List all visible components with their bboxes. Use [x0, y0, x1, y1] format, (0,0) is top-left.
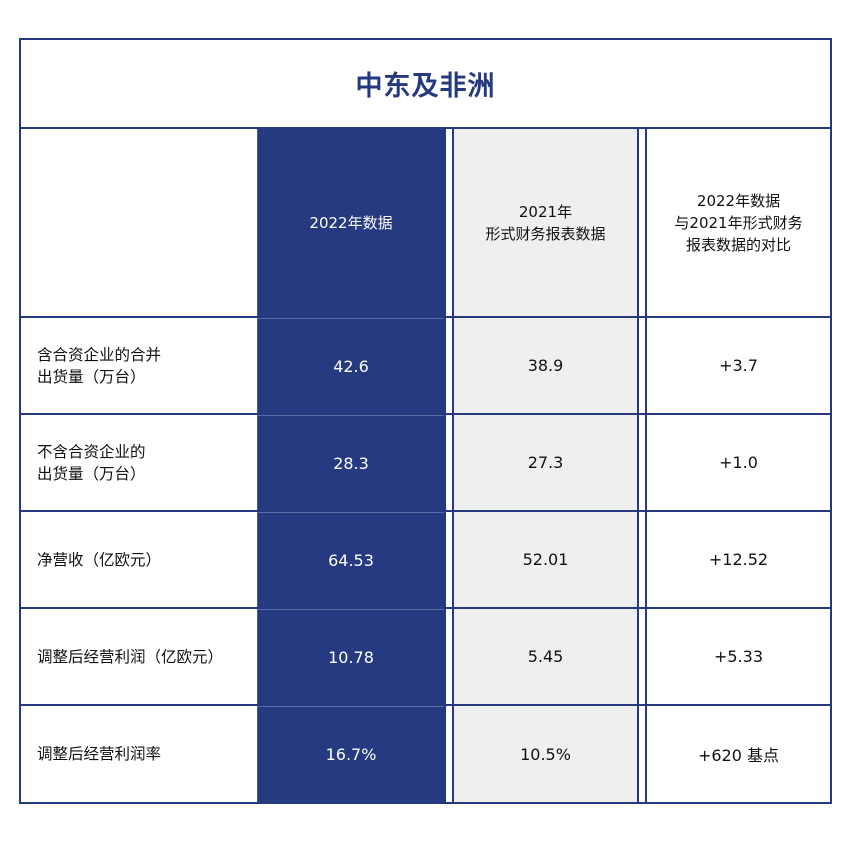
- value-2021: 38.9: [454, 318, 637, 413]
- table-title: 中东及非洲: [355, 71, 496, 102]
- value-diff-text: +12.52: [708, 550, 769, 569]
- value-diff-text: +3.7: [719, 356, 758, 375]
- row-label-line: 不含合资企业的: [37, 442, 146, 461]
- row-label-line: 出货量（万台）: [37, 367, 146, 386]
- row-label-line: 调整后经营利润（亿欧元）: [37, 647, 224, 666]
- column-divider: [637, 415, 647, 510]
- value-diff: +1.0: [647, 415, 830, 510]
- value-2021-text: 5.45: [527, 647, 564, 666]
- header-diff: 2022年数据 与2021年形式财务 报表数据的对比: [647, 129, 830, 316]
- header-2021-line: 2021年: [518, 202, 573, 221]
- column-divider: [444, 512, 454, 607]
- column-divider: [444, 318, 454, 413]
- row-label: 调整后经营利润率: [21, 706, 257, 802]
- data-table: 中东及非洲 2022年数据 2021年 形式财务报表数据 2022年数据: [19, 38, 832, 804]
- row-label-line: 净营收（亿欧元）: [37, 550, 162, 569]
- header-2021: 2021年 形式财务报表数据: [454, 129, 637, 316]
- header-diff-line: 与2021年形式财务: [674, 213, 803, 232]
- value-2021: 5.45: [454, 609, 637, 704]
- header-2022: 2022年数据: [257, 129, 444, 316]
- column-divider: [637, 129, 647, 316]
- value-diff-text: +5.33: [713, 647, 764, 666]
- value-diff: +12.52: [647, 512, 830, 607]
- value-diff-text: +1.0: [719, 453, 758, 472]
- value-diff: +620 基点: [647, 706, 830, 802]
- table-row: 含合资企业的合并 出货量（万台） 42.6 38.9 +3.7: [21, 318, 830, 415]
- value-2021-text: 10.5%: [520, 744, 571, 764]
- row-label: 调整后经营利润（亿欧元）: [21, 609, 257, 704]
- row-label: 含合资企业的合并 出货量（万台）: [21, 318, 257, 413]
- value-2021-text: 52.01: [522, 550, 569, 569]
- value-diff: +5.33: [647, 609, 830, 704]
- column-divider: [637, 318, 647, 413]
- table-row: 调整后经营利润率 16.7% 10.5% +620 基点: [21, 706, 830, 802]
- value-2021-text: 38.9: [527, 356, 564, 375]
- row-label-line: 含合资企业的合并: [37, 345, 162, 364]
- header-2022-line: 2022年数据: [309, 213, 393, 232]
- row-label-line: 出货量（万台）: [37, 464, 146, 483]
- table-row: 不含合资企业的 出货量（万台） 28.3 27.3 +1.0: [21, 415, 830, 512]
- row-label-line: 调整后经营利润率: [37, 745, 162, 763]
- row-label: 不含合资企业的 出货量（万台）: [21, 415, 257, 510]
- value-2022-text: 42.6: [333, 356, 369, 376]
- header-diff-line: 2022年数据: [696, 191, 781, 210]
- table-grid: 2022年数据 2021年 形式财务报表数据 2022年数据 与2021年形式财…: [21, 129, 830, 802]
- value-2022: 42.6: [257, 318, 444, 413]
- header-2021-line: 形式财务报表数据: [485, 224, 606, 243]
- value-2022-text: 64.53: [328, 550, 374, 570]
- table-row: 净营收（亿欧元） 64.53 52.01 +12.52: [21, 512, 830, 609]
- value-2022: 28.3: [257, 415, 444, 510]
- header-empty-cell: [21, 129, 257, 316]
- header-row: 2022年数据 2021年 形式财务报表数据 2022年数据 与2021年形式财…: [21, 129, 830, 318]
- row-label: 净营收（亿欧元）: [21, 512, 257, 607]
- column-divider: [637, 706, 647, 802]
- table-row: 调整后经营利润（亿欧元） 10.78 5.45 +5.33: [21, 609, 830, 706]
- value-2022-text: 10.78: [328, 647, 374, 667]
- value-2022: 10.78: [257, 609, 444, 704]
- value-2022-text: 16.7%: [325, 745, 377, 764]
- column-divider: [444, 129, 454, 316]
- column-divider: [444, 415, 454, 510]
- column-divider: [637, 609, 647, 704]
- value-2021: 52.01: [454, 512, 637, 607]
- title-row: 中东及非洲: [21, 40, 830, 129]
- column-divider: [444, 609, 454, 704]
- value-2021: 27.3: [454, 415, 637, 510]
- value-diff: +3.7: [647, 318, 830, 413]
- value-2022: 16.7%: [257, 706, 444, 802]
- value-2021-text: 27.3: [527, 453, 564, 472]
- value-diff-text: +620 基点: [697, 746, 780, 765]
- value-2022: 64.53: [257, 512, 444, 607]
- value-2022-text: 28.3: [333, 453, 369, 473]
- column-divider: [444, 706, 454, 802]
- column-divider: [637, 512, 647, 607]
- header-diff-line: 报表数据的对比: [685, 235, 791, 254]
- value-2021: 10.5%: [454, 706, 637, 802]
